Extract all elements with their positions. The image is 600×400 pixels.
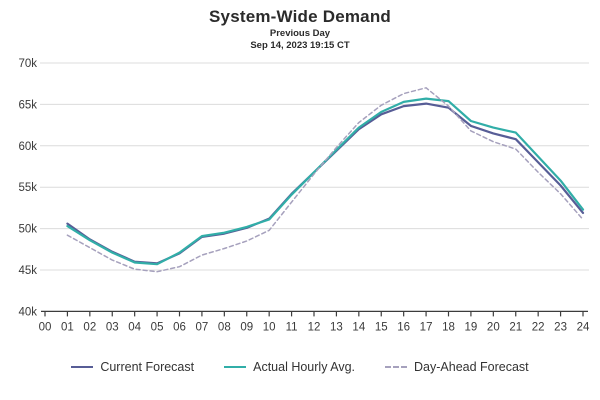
- x-tick-label-06: 06: [173, 321, 186, 333]
- x-tick-label-00: 00: [39, 321, 52, 333]
- x-tick-label-21: 21: [509, 321, 522, 333]
- x-tick-label-20: 20: [487, 321, 500, 333]
- legend-label-actual-hourly-avg: Actual Hourly Avg.: [253, 360, 356, 374]
- series-line-actual-hourly-avg: [66, 97, 585, 266]
- page-title: System-Wide Demand: [209, 7, 391, 26]
- x-tick-label-02: 02: [83, 321, 96, 333]
- legend-item-actual-hourly-avg[interactable]: Actual Hourly Avg.: [224, 360, 355, 374]
- series-line-day-ahead-forecast: [66, 87, 584, 273]
- x-tick-label-03: 03: [106, 321, 119, 333]
- chart-timestamp: Sep 14, 2023 19:15 CT: [250, 40, 350, 51]
- y-tick-label-65k: 65k: [18, 99, 37, 111]
- x-tick-label-19: 19: [465, 321, 478, 333]
- y-tick-label-55k: 55k: [18, 182, 37, 194]
- x-tick-label-01: 01: [61, 321, 74, 333]
- demand-line-chart: 40k 45k 50k 55k 60k 65k 70k 00 01 02 03 04 05 06 07 08 0…: [18, 58, 590, 333]
- actual-hourly-avg-line-swatch: [224, 366, 247, 368]
- chart-subtitle: Previous Day: [269, 28, 331, 39]
- x-tick-label-11: 11: [286, 321, 298, 333]
- chart-legend: Current Forecast Actual Hourly Avg. Day-…: [0, 360, 600, 374]
- y-tick-label-60k: 60k: [18, 141, 37, 153]
- x-tick-label-16: 16: [397, 321, 410, 333]
- x-tick-label-17: 17: [420, 321, 433, 333]
- y-tick-label-45k: 45k: [18, 265, 37, 277]
- series-line-current-forecast: [66, 102, 585, 265]
- y-tick-label-70k: 70k: [18, 58, 37, 70]
- legend-item-day-ahead-forecast[interactable]: Day-Ahead Forecast: [385, 360, 529, 374]
- x-tick-label-08: 08: [218, 321, 231, 333]
- x-tick-label-23: 23: [554, 321, 567, 333]
- x-tick-label-10: 10: [263, 321, 276, 333]
- x-tick-label-09: 09: [240, 321, 253, 333]
- x-tick-label-18: 18: [442, 321, 455, 333]
- legend-item-current-forecast[interactable]: Current Forecast: [71, 360, 194, 374]
- x-tick-label-07: 07: [196, 321, 209, 333]
- x-tick-label-24: 24: [577, 321, 590, 333]
- x-tick-label-13: 13: [330, 321, 343, 333]
- y-tick-label-40k: 40k: [18, 306, 37, 318]
- x-tick-label-14: 14: [352, 321, 365, 333]
- x-tick-label-05: 05: [151, 321, 164, 333]
- current-forecast-line-swatch: [71, 366, 94, 368]
- x-tick-label-22: 22: [532, 321, 545, 333]
- legend-label-current-forecast: Current Forecast: [100, 360, 195, 374]
- x-tick-label-12: 12: [308, 321, 321, 333]
- x-tick-label-04: 04: [128, 321, 141, 333]
- y-tick-label-50k: 50k: [18, 224, 37, 236]
- x-tick-label-15: 15: [375, 321, 388, 333]
- legend-label-day-ahead-forecast: Day-Ahead Forecast: [414, 360, 529, 374]
- day-ahead-forecast-line-swatch: [385, 366, 408, 368]
